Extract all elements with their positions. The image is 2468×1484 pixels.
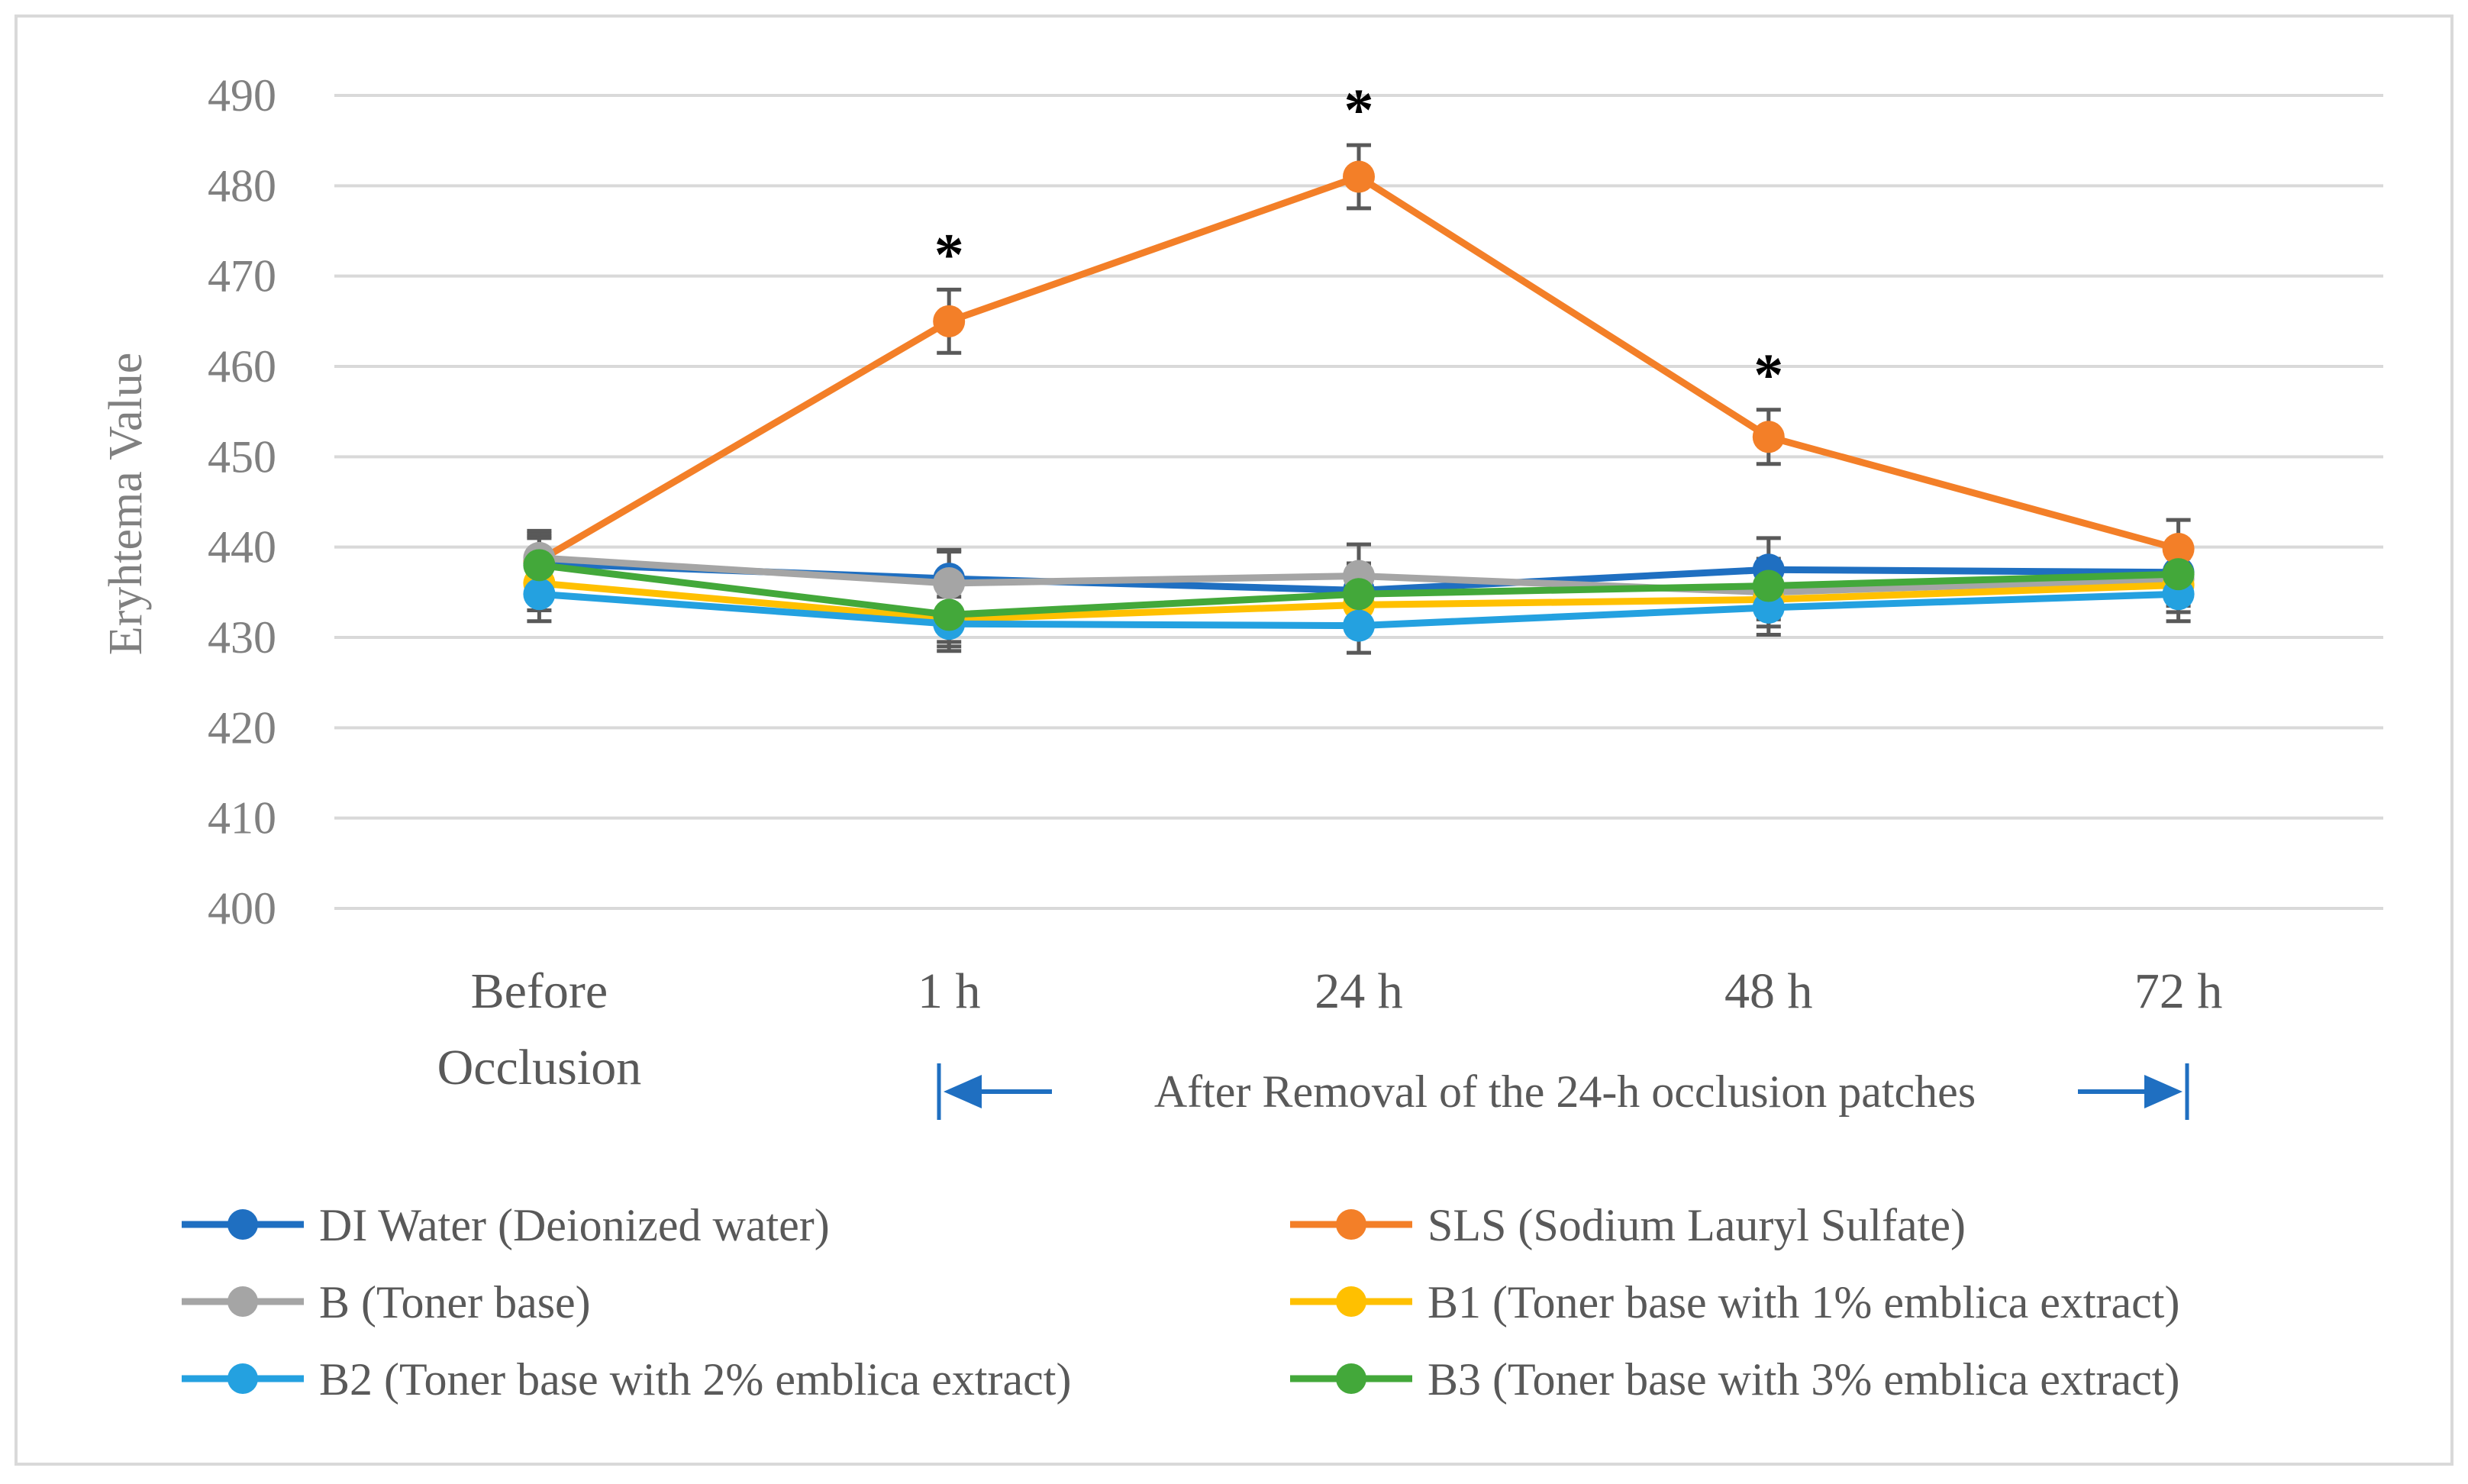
series-1: * * * xyxy=(523,76,2195,577)
point-s2-1 xyxy=(933,567,966,599)
legend-label-5: B3 (Toner base with 3% emblica extract) xyxy=(1428,1354,2179,1405)
legend-marker-2 xyxy=(227,1286,258,1317)
point-s5-4 xyxy=(2162,558,2195,591)
y-tick-470: 470 xyxy=(208,251,276,302)
legend-item-5: B3 (Toner base with 3% emblica extract) xyxy=(1290,1354,2179,1405)
legend-label-2: B (Toner base) xyxy=(319,1277,591,1328)
legend-item-2: B (Toner base) xyxy=(182,1277,591,1328)
legend-label-4: B2 (Toner base with 2% emblica extract) xyxy=(319,1354,1071,1405)
legend-label-1: SLS (Sodium Lauryl Sulfate) xyxy=(1428,1200,1966,1250)
y-tick-440: 440 xyxy=(208,522,276,573)
annotation-text: After Removal of the 24-h occlusion patc… xyxy=(1154,1066,1976,1117)
x-tick-1: 1 h xyxy=(918,963,981,1019)
point-s1-1 xyxy=(933,305,966,337)
point-s5-3 xyxy=(1752,569,1785,602)
x-tick-2: 24 h xyxy=(1315,963,1403,1019)
y-tick-400: 400 xyxy=(208,883,276,934)
y-tick-420: 420 xyxy=(208,702,276,753)
point-s1-4 xyxy=(2162,533,2195,566)
data-series: * * * xyxy=(523,76,2195,655)
series-5 xyxy=(523,549,2195,631)
after-removal-annotation: After Removal of the 24-h occlusion patc… xyxy=(937,1063,2189,1120)
y-tick-410: 410 xyxy=(208,793,276,844)
y-tick-labels: 400 410 420 430 440 450 460 470 480 490 xyxy=(208,70,276,934)
significance-marker-s1-3: * xyxy=(1753,341,1783,408)
point-s4-0 xyxy=(523,578,556,611)
legend-marker-0 xyxy=(227,1209,258,1240)
chart-border xyxy=(15,15,2453,1466)
x-tick-0: Before Occlusion xyxy=(437,963,642,1095)
legend-item-4: B2 (Toner base with 2% emblica extract) xyxy=(182,1354,1071,1405)
significance-marker-s1-2: * xyxy=(1344,76,1374,143)
point-s4-2 xyxy=(1343,609,1375,642)
point-s5-2 xyxy=(1343,578,1375,611)
legend-item-1: SLS (Sodium Lauryl Sulfate) xyxy=(1290,1200,1966,1250)
annotation-right-arrowhead xyxy=(2144,1075,2182,1108)
legend-label-3: B1 (Toner base with 1% emblica extract) xyxy=(1428,1277,2179,1328)
legend-marker-4 xyxy=(227,1363,258,1394)
legend-marker-3 xyxy=(1336,1286,1366,1317)
x-tick-0-line-0: Before xyxy=(471,963,608,1019)
point-s5-0 xyxy=(523,549,556,582)
annotation-left-arrowhead xyxy=(944,1075,982,1108)
y-axis-label: Eryhtema Value xyxy=(100,353,152,656)
legend-marker-1 xyxy=(1336,1209,1366,1240)
y-tick-430: 430 xyxy=(208,612,276,663)
x-tick-4: 72 h xyxy=(2134,963,2223,1019)
x-tick-labels: Before Occlusion 1 h 24 h 48 h 72 h xyxy=(437,963,2223,1095)
x-tick-1-line-0: 1 h xyxy=(918,963,981,1019)
legend-item-3: B1 (Toner base with 1% emblica extract) xyxy=(1290,1277,2179,1328)
x-tick-2-line-0: 24 h xyxy=(1315,963,1403,1019)
x-tick-3-line-0: 48 h xyxy=(1724,963,1813,1019)
y-tick-450: 450 xyxy=(208,431,276,482)
significance-marker-s1-1: * xyxy=(934,221,964,287)
x-tick-4-line-0: 72 h xyxy=(2134,963,2223,1019)
point-s1-3 xyxy=(1752,421,1785,453)
x-tick-0-line-1: Occlusion xyxy=(437,1040,642,1095)
y-tick-460: 460 xyxy=(208,341,276,392)
legend-label-0: DI Water (Deionized water) xyxy=(319,1200,830,1250)
legend-item-0: DI Water (Deionized water) xyxy=(182,1200,830,1250)
point-s5-1 xyxy=(933,598,966,631)
point-s1-2 xyxy=(1343,160,1375,193)
legend-marker-5 xyxy=(1336,1363,1366,1394)
legend: DI Water (Deionized water) SLS (Sodium La… xyxy=(182,1200,2179,1405)
y-tick-480: 480 xyxy=(208,160,276,211)
y-tick-490: 490 xyxy=(208,70,276,121)
x-tick-3: 48 h xyxy=(1724,963,1813,1019)
